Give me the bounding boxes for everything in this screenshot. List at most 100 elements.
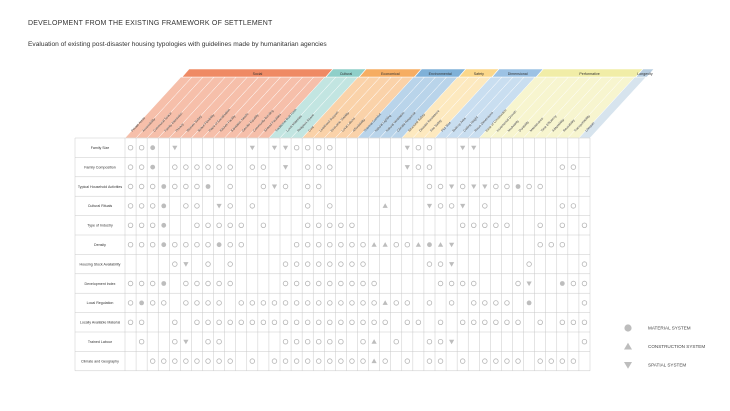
row-label: Development Index	[85, 282, 116, 286]
material-circle-open	[194, 300, 200, 306]
material-circle-open	[260, 164, 267, 170]
material-circle-open	[183, 300, 189, 306]
material-circle-open	[316, 300, 322, 306]
material-circle-open	[338, 358, 344, 364]
construction-triangle	[382, 242, 388, 247]
material-circle-open	[316, 222, 322, 228]
material-circle-open	[349, 261, 355, 267]
material-circle-open	[482, 203, 488, 209]
material-circle-open	[194, 183, 200, 190]
material-circle-open	[570, 203, 577, 209]
material-circle-open	[338, 319, 344, 325]
material-circle-open	[194, 222, 200, 228]
material-circle-open	[504, 358, 510, 364]
material-circle-open	[459, 358, 466, 364]
material-circle-open	[504, 222, 510, 228]
material-circle-open	[293, 280, 300, 287]
material-circle-open	[205, 241, 211, 248]
material-circle-open	[371, 280, 377, 287]
material-circle-open	[459, 319, 466, 325]
construction-triangle	[371, 358, 377, 364]
material-circle-open	[238, 300, 244, 306]
spatial-triangle	[183, 262, 189, 267]
row-label: Density	[94, 243, 106, 247]
material-circle-open	[437, 280, 444, 287]
material-circle-open	[282, 280, 289, 287]
spatial-triangle	[271, 184, 278, 190]
row-label: Type of Industry	[87, 224, 113, 228]
legend-label: SPATIAL SYSTEM	[648, 363, 686, 368]
material-circle-open	[471, 300, 477, 306]
material-circle-open	[138, 222, 145, 228]
material-circle-filled	[526, 300, 532, 306]
material-circle-open	[448, 300, 455, 306]
material-circle-filled	[150, 164, 156, 170]
material-circle-open	[227, 241, 233, 248]
material-circle-open	[249, 319, 256, 325]
construction-triangle	[382, 300, 388, 305]
material-circle-open	[426, 144, 433, 151]
material-circle-open	[216, 280, 222, 287]
material-circle-open	[526, 261, 532, 267]
material-circle-open	[238, 319, 244, 325]
material-circle-open	[205, 339, 211, 345]
material-circle-open	[127, 144, 134, 151]
material-circle-open	[194, 203, 200, 209]
legend-triangle-up-icon	[624, 342, 632, 350]
material-circle-open	[349, 300, 355, 306]
material-circle-open	[304, 280, 311, 287]
material-circle-open	[548, 358, 554, 364]
material-circle-open	[216, 339, 222, 345]
material-circle-open	[482, 222, 488, 228]
category-label: Social	[253, 72, 263, 76]
material-circle-open	[426, 300, 433, 306]
material-circle-open	[172, 358, 178, 364]
material-circle-open	[138, 319, 145, 325]
category-label: Environmental	[429, 72, 452, 76]
material-circle-open	[304, 144, 311, 151]
material-circle-open	[349, 319, 355, 325]
material-circle-open	[515, 280, 521, 287]
material-circle-open	[293, 358, 300, 364]
material-circle-open	[559, 358, 566, 364]
material-circle-open	[316, 358, 322, 364]
material-circle-open	[327, 339, 333, 345]
material-circle-filled	[139, 300, 145, 306]
spatial-triangle	[471, 184, 477, 190]
material-circle-open	[304, 319, 311, 325]
material-circle-open	[194, 280, 200, 287]
material-circle-open	[360, 319, 366, 325]
matrix-rows: Family Size Family Composition Typical Hou…	[78, 144, 588, 364]
material-circle-open	[238, 222, 244, 228]
material-circle-open	[437, 358, 444, 364]
material-circle-open	[570, 319, 577, 325]
material-circle-open	[493, 300, 499, 306]
construction-triangle	[382, 203, 388, 208]
material-circle-open	[570, 164, 577, 170]
material-circle-open	[271, 300, 278, 306]
material-circle-open	[227, 222, 233, 228]
category-label: Dimensional	[508, 72, 528, 76]
material-circle-open	[293, 241, 300, 248]
material-circle-open	[293, 300, 300, 306]
material-circle-open	[227, 183, 233, 190]
legend-circle-icon	[624, 324, 632, 332]
material-circle-open	[172, 241, 178, 248]
material-circle-open	[504, 319, 510, 325]
material-circle-open	[293, 319, 300, 325]
spatial-triangle	[172, 145, 178, 151]
material-circle-open	[459, 222, 466, 228]
material-circle-open	[282, 339, 289, 345]
material-circle-open	[327, 280, 333, 287]
category-label: Cultural	[340, 72, 353, 76]
legend: MATERIAL SYSTEM CONSTRUCTION SYSTEM SPATIA…	[624, 324, 705, 369]
spatial-triangle	[183, 339, 189, 345]
row-label: Family Composition	[84, 165, 116, 169]
material-circle-open	[138, 280, 145, 287]
material-circle-open	[426, 183, 433, 190]
material-circle-open	[493, 222, 499, 228]
material-circle-open	[260, 319, 267, 325]
material-circle-open	[360, 261, 366, 267]
material-circle-open	[194, 358, 200, 364]
material-circle-open	[293, 339, 300, 345]
